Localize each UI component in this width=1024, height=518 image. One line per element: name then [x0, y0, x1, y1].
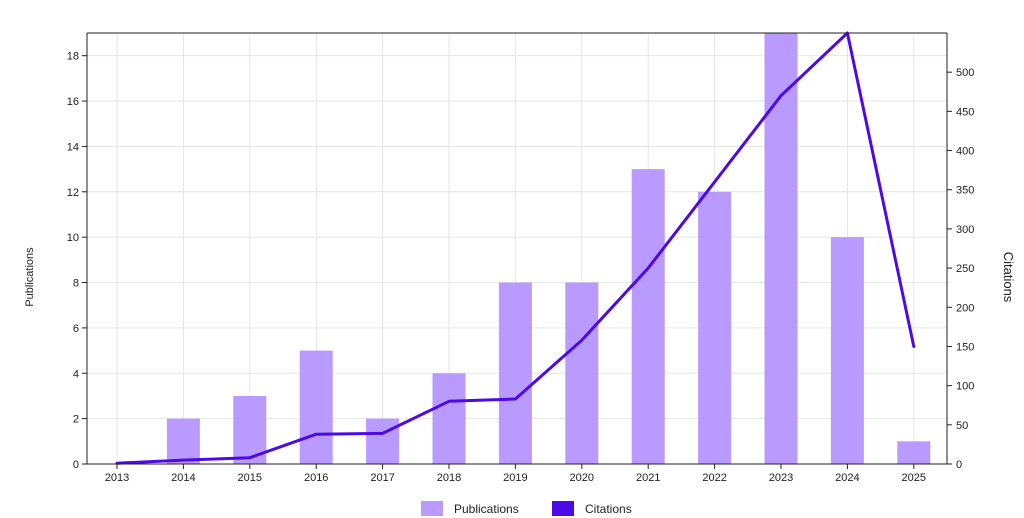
- citations-line: [115, 31, 916, 465]
- legend-swatch-citations: [552, 501, 574, 516]
- y-tick-label: 0: [73, 459, 79, 471]
- y2-tick-label: 50: [956, 420, 968, 432]
- y2-tick-label: 450: [956, 106, 974, 118]
- y-tick-label: 14: [67, 141, 79, 153]
- bar-2023: [764, 33, 798, 464]
- x-tick-label: 2013: [105, 472, 129, 484]
- bar-2018: [432, 373, 466, 464]
- x-tick-label: 2014: [171, 472, 195, 484]
- y2-tick-label: 300: [956, 224, 974, 236]
- x-tick-label: 2020: [570, 472, 594, 484]
- x-tick-label: 2015: [238, 472, 262, 484]
- bar-2017: [366, 418, 400, 464]
- axes: 0 2 4 6 8 10 12 14 16 18 0 50 100 150 200 250 300 350 400 4…: [67, 32, 974, 484]
- y2-tick-label: 100: [956, 381, 974, 393]
- bar-2020: [565, 282, 599, 464]
- bar-2022: [698, 191, 732, 464]
- x-tick-label: 2017: [370, 472, 394, 484]
- bar-2024: [830, 237, 864, 464]
- x-tick-label: 2025: [902, 472, 926, 484]
- y2-axis-title: Citations: [1001, 252, 1016, 303]
- y2-tick-label: 200: [956, 302, 974, 314]
- y2-tick-label: 500: [956, 67, 974, 79]
- legend-item-citations[interactable]: Citations: [552, 501, 632, 516]
- y-tick-label: 4: [73, 368, 79, 380]
- bar-2019: [498, 282, 532, 464]
- y2-tick-label: 0: [956, 459, 962, 471]
- x-tick-label: 2024: [835, 472, 859, 484]
- legend: Publications Citations: [421, 501, 632, 516]
- y-tick-label: 16: [67, 96, 79, 108]
- y-tick-label: 2: [73, 414, 79, 426]
- x-tick-label: 2022: [702, 472, 726, 484]
- y2-tick-label: 250: [956, 263, 974, 275]
- bar-2016: [299, 350, 333, 464]
- legend-item-publications[interactable]: Publications: [421, 501, 519, 516]
- x-tick-label: 2021: [636, 472, 660, 484]
- y2-tick-label: 400: [956, 146, 974, 158]
- x-tick-label: 2019: [503, 472, 527, 484]
- publication-bars: [166, 33, 931, 464]
- y-tick-label: 12: [67, 187, 79, 199]
- bar-2021: [631, 169, 665, 464]
- y-tick-label: 6: [73, 323, 79, 335]
- bar-2014: [166, 418, 200, 464]
- y2-tick-label: 150: [956, 341, 974, 353]
- x-tick-label: 2023: [769, 472, 793, 484]
- y-axis-title: Publications: [24, 247, 36, 307]
- legend-swatch-publications: [421, 501, 443, 516]
- y2-tick-label: 350: [956, 185, 974, 197]
- legend-label-publications: Publications: [454, 502, 519, 516]
- y-tick-label: 8: [73, 278, 79, 290]
- y-tick-label: 18: [67, 51, 79, 63]
- y-tick-label: 10: [67, 232, 79, 244]
- bar-2025: [897, 441, 931, 464]
- x-tick-label: 2018: [437, 472, 461, 484]
- legend-label-citations: Citations: [585, 502, 632, 516]
- x-tick-label: 2016: [304, 472, 328, 484]
